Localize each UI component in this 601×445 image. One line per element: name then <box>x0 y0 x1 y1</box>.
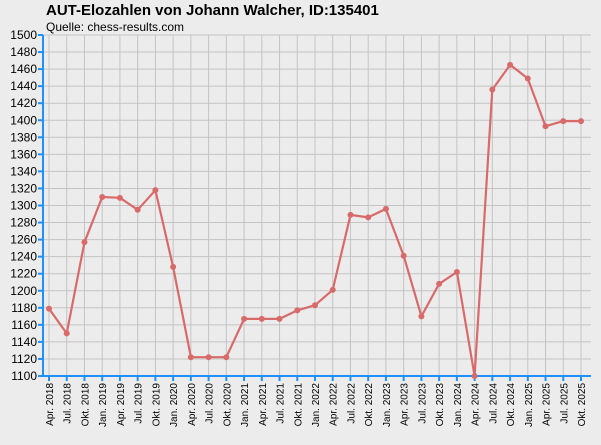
x-tick-label: Okt. 2021 <box>293 383 304 427</box>
x-tick-label: Jan. 2020 <box>169 383 180 427</box>
data-point <box>471 373 478 379</box>
y-tick-label: 1340 <box>10 164 37 178</box>
x-tick-label: Apr. 2025 <box>542 383 553 426</box>
y-tick-label: 1280 <box>10 216 37 230</box>
y-tick-label: 1400 <box>10 113 37 127</box>
data-point <box>453 268 460 275</box>
data-point <box>81 239 88 246</box>
x-tick-label: Jul. 2025 <box>559 383 570 424</box>
chart-subtitle: Quelle: chess-results.com <box>46 20 185 34</box>
x-tick-label: Jul. 2019 <box>134 383 145 424</box>
y-tick-label: 1200 <box>10 284 37 298</box>
data-point <box>382 205 389 212</box>
chart-title: AUT-Elozahlen von Johann Walcher, ID:135… <box>46 2 379 19</box>
y-tick-label: 1360 <box>10 147 37 161</box>
x-tick-label: Apr. 2024 <box>471 383 482 426</box>
x-tick-label: Jan. 2023 <box>382 383 393 427</box>
x-tick-label: Jul. 2023 <box>417 383 428 424</box>
data-point <box>46 305 52 312</box>
data-point <box>560 118 567 125</box>
x-tick-label: Jul. 2024 <box>488 383 499 424</box>
y-tick-label: 1480 <box>10 45 37 59</box>
x-tick-label: Jul. 2018 <box>63 383 74 424</box>
data-point <box>205 354 212 361</box>
y-tick-label: 1180 <box>11 301 37 315</box>
x-tick-label: Apr. 2021 <box>258 383 269 426</box>
y-tick-label: 1380 <box>10 130 37 144</box>
x-tick-label: Apr. 2018 <box>45 383 56 426</box>
x-tick-label: Apr. 2019 <box>116 383 127 426</box>
data-point <box>258 315 265 322</box>
x-tick-label: Okt. 2020 <box>222 383 233 427</box>
data-point <box>347 211 354 218</box>
grid <box>43 34 591 377</box>
y-tick-label: 1440 <box>10 79 37 93</box>
data-point <box>578 118 584 125</box>
x-tick-label: Okt. 2018 <box>80 383 91 427</box>
data-point <box>294 307 301 314</box>
data-point <box>312 302 318 309</box>
x-tick-label: Jul. 2020 <box>205 383 216 424</box>
y-tick-label: 1320 <box>10 181 37 195</box>
x-tick-label: Apr. 2020 <box>187 383 198 426</box>
data-point <box>187 354 194 361</box>
y-tick-label: 1100 <box>11 369 37 383</box>
x-tick-label: Okt. 2023 <box>435 383 446 427</box>
data-point <box>489 86 496 93</box>
x-tick-label: Jan. 2024 <box>453 383 464 427</box>
x-tick-label: Apr. 2023 <box>400 383 411 426</box>
y-tick-label: 1460 <box>10 62 37 76</box>
y-tick-label: 1160 <box>11 318 37 332</box>
x-tick-label: Okt. 2024 <box>506 383 517 427</box>
y-tick-label: 1220 <box>10 267 37 281</box>
data-point <box>134 206 141 213</box>
data-point <box>329 286 336 293</box>
data-point <box>542 123 549 130</box>
data-point <box>63 330 70 337</box>
x-tick-label: Jan. 2022 <box>311 383 322 427</box>
data-point <box>436 280 443 287</box>
x-tick-label: Okt. 2022 <box>364 383 375 427</box>
data-point <box>365 214 372 221</box>
x-tick-label: Jan. 2025 <box>524 383 535 427</box>
data-point <box>400 252 407 259</box>
y-tick-label: 1120 <box>11 352 37 366</box>
x-tick-label: Jan. 2019 <box>98 383 109 427</box>
y-tick-label: 1500 <box>10 28 37 42</box>
x-tick-label: Okt. 2025 <box>577 383 588 427</box>
data-point <box>152 187 159 194</box>
axes: 1100 1120 1140 1160 1180 1200 1220 1240 1260 1280… <box>10 28 591 427</box>
y-tick-label: 1240 <box>10 250 37 264</box>
data-point <box>507 61 514 68</box>
data-point <box>99 193 106 200</box>
x-tick-label: Jul. 2021 <box>276 383 287 424</box>
x-tick-label: Apr. 2022 <box>329 383 340 426</box>
data-point <box>116 194 123 201</box>
x-tick-label: Okt. 2019 <box>151 383 162 427</box>
data-point <box>223 354 230 361</box>
y-tick-label: 1300 <box>10 199 37 213</box>
data-point <box>524 75 531 82</box>
y-tick-label: 1260 <box>10 233 37 247</box>
data-point <box>170 263 177 270</box>
x-tick-label: Jul. 2022 <box>346 383 357 424</box>
data-point <box>418 313 425 320</box>
series-line <box>46 61 584 379</box>
y-tick-label: 1420 <box>10 96 37 110</box>
y-tick-label: 1140 <box>11 335 37 349</box>
x-tick-label: Jan. 2021 <box>240 383 251 427</box>
data-point <box>276 315 283 322</box>
data-point <box>241 315 248 322</box>
